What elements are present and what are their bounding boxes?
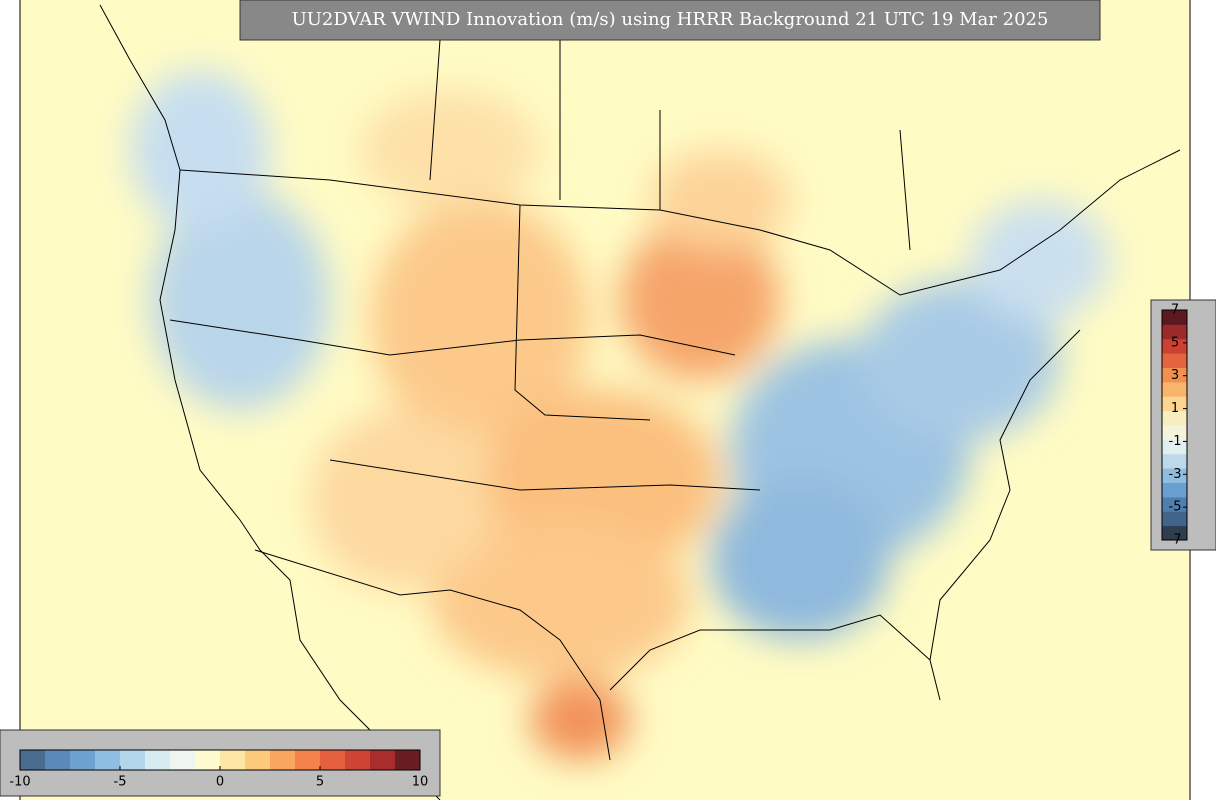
colorbar-frame bbox=[1161, 309, 1188, 541]
colorbar-tick-label: -10 bbox=[9, 775, 30, 790]
colorbar-tick-label: 7 bbox=[1171, 303, 1179, 318]
colorbar-segment bbox=[220, 750, 246, 770]
colorbar-segment bbox=[1162, 439, 1187, 455]
colorbar-segment bbox=[1162, 496, 1187, 512]
colorbar-segment bbox=[295, 750, 321, 770]
field-shading bbox=[130, 70, 1110, 760]
colorbar-segment bbox=[1162, 367, 1187, 383]
colorbar-segment bbox=[345, 750, 371, 770]
colorbar-vertical: -7 -5 -3 -1 1 3 5 7 bbox=[1161, 303, 1188, 548]
colorbar-segment bbox=[1162, 468, 1187, 483]
colorbar-segment bbox=[1162, 353, 1187, 368]
colorbar-segment bbox=[245, 750, 271, 770]
colorbar-segment bbox=[1162, 338, 1187, 354]
colorbar-segment bbox=[45, 750, 71, 770]
colorbar-tick-label: 5 bbox=[316, 775, 324, 790]
colorbar-segment bbox=[395, 750, 421, 770]
colorbar-segment bbox=[95, 750, 121, 770]
title: UU2DVAR VWIND Innovation (m/s) using HRR… bbox=[292, 9, 1049, 30]
colorbar-segment bbox=[270, 750, 296, 770]
colorbar-segment bbox=[320, 750, 346, 770]
colorbar-tick-label: -1 bbox=[1169, 434, 1182, 449]
colorbar-segment bbox=[1162, 324, 1187, 340]
colorbar-tick-label: 1 bbox=[1171, 401, 1179, 416]
colorbar-tick-label: -7 bbox=[1169, 533, 1182, 548]
colorbar-segment bbox=[1162, 396, 1187, 412]
title-background bbox=[239, 0, 1101, 41]
colorbar-segment bbox=[145, 750, 171, 770]
colorbar-tick-label: 3 bbox=[1171, 368, 1179, 383]
colorbar-tick-label: -3 bbox=[1169, 467, 1182, 482]
colorbar-segment bbox=[70, 750, 96, 770]
title-box: UU2DVAR VWIND Innovation (m/s) using HRR… bbox=[239, 0, 1101, 41]
colorbar-segment bbox=[170, 750, 196, 770]
colorbar-tick-label: 0 bbox=[216, 775, 224, 790]
colorbar-tick-label: 10 bbox=[412, 775, 429, 790]
colorbar-segment bbox=[195, 750, 221, 770]
colorbar-segment bbox=[1162, 410, 1187, 426]
colorbar-tick-label: 5 bbox=[1171, 335, 1179, 350]
colorbar-segment bbox=[1162, 525, 1187, 541]
colorbar-segment bbox=[1162, 310, 1187, 325]
colorbar-segment bbox=[120, 750, 146, 770]
colorbar-horizontal: -10 -5 0 5 10 bbox=[9, 749, 429, 790]
map bbox=[19, 0, 1191, 800]
colorbar-tick-label: -5 bbox=[1169, 500, 1182, 515]
colorbar-segment bbox=[1162, 511, 1187, 527]
colorbar-segment bbox=[1162, 425, 1187, 440]
colorbar-segment bbox=[370, 750, 396, 770]
colorbar-tick-label: -5 bbox=[114, 775, 127, 790]
colorbar-segment bbox=[1162, 381, 1187, 397]
colorbar-segment bbox=[20, 750, 46, 770]
colorbar-segment bbox=[1162, 482, 1187, 498]
colorbar-segment bbox=[1162, 453, 1187, 469]
